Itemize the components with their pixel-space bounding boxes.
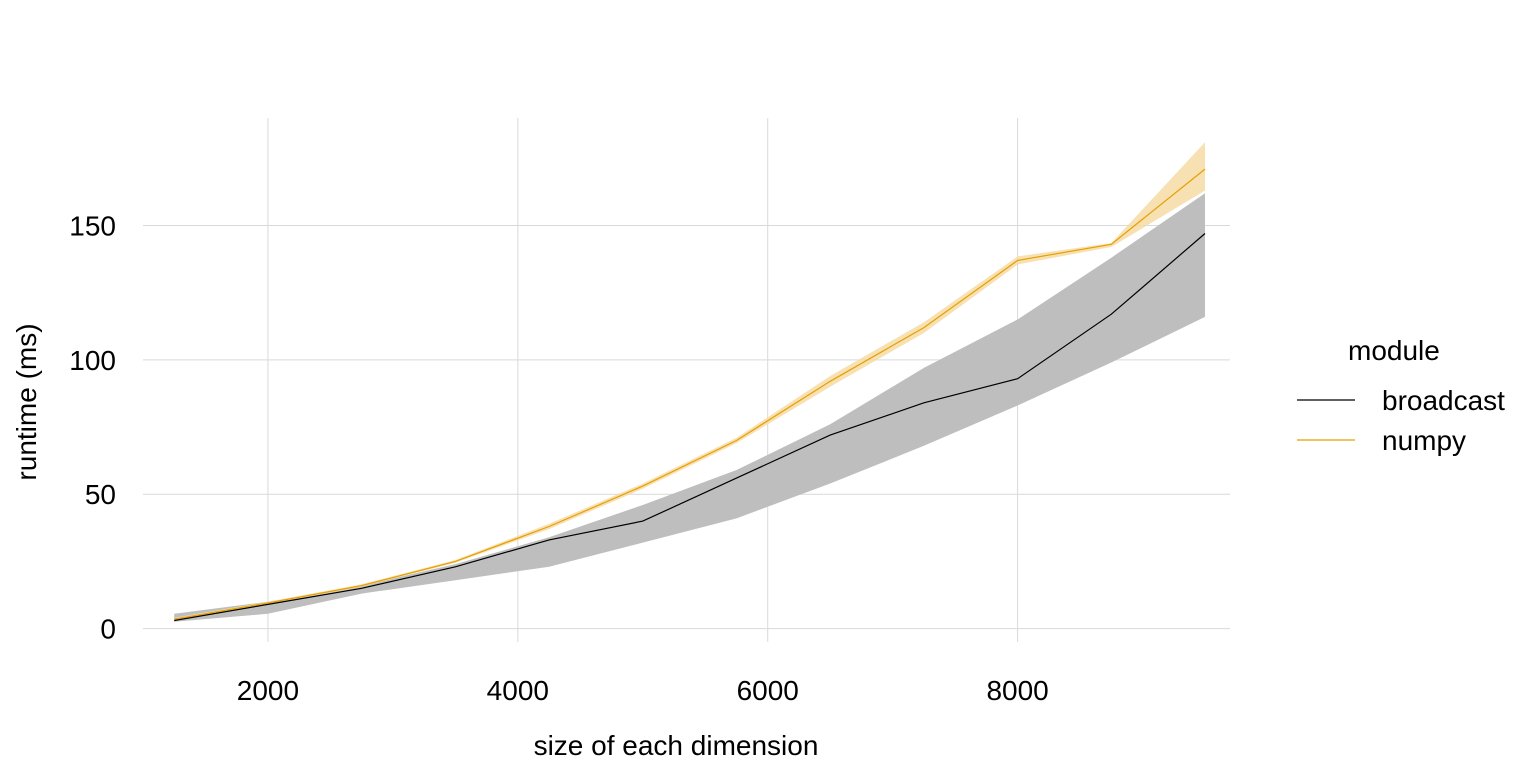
legend-items: broadcast numpy xyxy=(1297,385,1505,456)
broadcast-ribbon xyxy=(174,193,1206,622)
legend: module broadcast numpy xyxy=(1297,335,1505,456)
legend-label-broadcast: broadcast xyxy=(1382,385,1505,416)
x-tick-label-8000: 8000 xyxy=(986,675,1048,706)
x-axis-label: size of each dimension xyxy=(534,730,819,761)
y-tick-label-100: 100 xyxy=(69,345,116,376)
tick-labels: 2000 4000 6000 8000 0 50 100 150 xyxy=(69,210,1048,706)
numpy-line xyxy=(174,168,1206,620)
legend-title: module xyxy=(1348,335,1440,366)
x-tick-label-4000: 4000 xyxy=(487,675,549,706)
series-lines xyxy=(174,168,1206,622)
broadcast-line xyxy=(174,233,1206,622)
y-tick-label-50: 50 xyxy=(85,479,116,510)
legend-label-numpy: numpy xyxy=(1382,425,1466,456)
x-tick-label-2000: 2000 xyxy=(237,675,299,706)
y-tick-label-150: 150 xyxy=(69,210,116,241)
x-tick-label-6000: 6000 xyxy=(737,675,799,706)
y-axis-label: runtime (ms) xyxy=(11,323,42,480)
y-tick-label-0: 0 xyxy=(100,614,116,645)
ribbon-bands xyxy=(174,142,1206,622)
